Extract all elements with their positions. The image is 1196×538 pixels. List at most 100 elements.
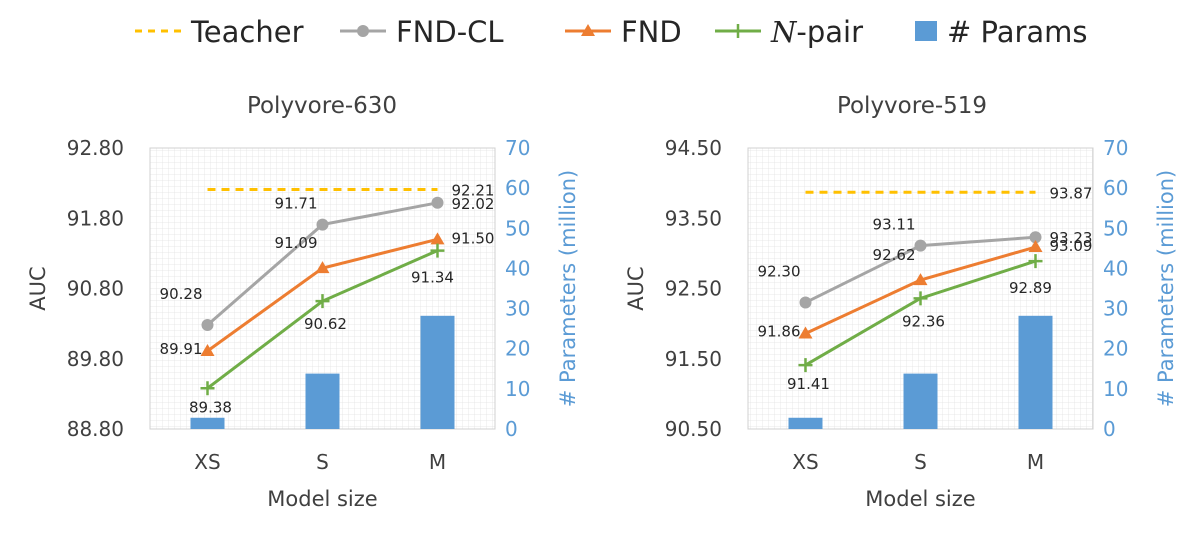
chart-title: Polyvore-630 [247,93,397,119]
x-tick-label: XS [194,450,220,474]
data-point-triangle [913,273,928,286]
data-label: 91.71 [275,195,318,213]
y-tick-label: 92.80 [67,136,124,160]
x-tick-label: S [914,450,927,474]
legend-item-fnd-cl: FND-CL [340,15,504,49]
data-label: 91.86 [758,322,801,340]
legend-label-rest: -pair [796,15,863,49]
y-tick-label: 94.50 [665,136,722,160]
legend-marker-plus [731,24,745,38]
x-tick-label: M [429,450,446,474]
data-label: 91.41 [787,375,830,393]
legend-item-n-pair: N-pair [715,15,863,49]
chart-panels: Polyvore-630 88.80 89.80 90.80 91.80 92.80 AUC… [26,93,1178,511]
data-point-circle [431,196,444,209]
legend-item--params: # Params [915,15,1088,49]
data-label: 91.09 [275,234,318,252]
legend-label: FND [621,15,682,49]
data-point-triangle [200,344,215,357]
data-label: 90.62 [304,315,347,333]
series-fnd: 91.86 92.62 93.09 [758,237,1093,340]
y-tick-label: 92.50 [665,277,722,301]
data-point-plus [430,243,445,258]
params-bar-m [1018,315,1053,429]
x-tick-label: XS [792,450,818,474]
data-label: 91.50 [452,229,495,247]
legend-label-italic: N [770,15,798,49]
series-teacher: 93.87 [805,184,1093,202]
series-fnd-cl: 92.30 93.11 93.23 [758,216,1093,309]
params-bar-m [420,315,455,429]
data-point-circle [914,239,927,252]
y2-tick-label: 10 [505,377,530,401]
y-axis-label: AUC [26,266,50,310]
x-axis-label: Model size [865,487,975,511]
y2-tick-label: 0 [505,417,518,441]
data-point-plus [315,294,330,309]
data-label: 90.28 [160,285,203,303]
data-point-triangle [430,232,445,245]
series-fnd-cl: 90.28 91.71 92.02 [160,195,495,332]
y-tick-label: 88.80 [67,417,124,441]
data-label: 92.21 [452,181,495,199]
y2-tick-label: 10 [1103,377,1128,401]
params-bar-xs [190,417,225,429]
y2-tick-label: 60 [1103,176,1128,200]
legend-label: # Params [947,15,1088,49]
y2-tick-label: 30 [505,297,530,321]
data-label: 91.34 [411,269,454,287]
x-axis-label: Model size [267,487,377,511]
legend-item-teacher: Teacher [135,15,304,49]
chart-title: Polyvore-519 [837,93,987,119]
data-point-circle [316,218,329,231]
y2-tick-label: 70 [505,136,530,160]
data-label: 89.91 [160,340,203,358]
y2-tick-label: 20 [1103,337,1128,361]
series-n-pair: 91.41 92.36 92.89 [787,254,1052,393]
data-point-circle [799,296,812,309]
data-label: 92.30 [758,263,801,281]
y2-axis-label: # Parameters (million) [556,170,580,407]
data-label: 89.38 [189,398,232,416]
params-bar-s [305,373,340,429]
y-tick-label: 89.80 [67,347,124,371]
legend-marker-triangle [581,24,595,36]
legend-label: FND-CL [396,15,504,49]
data-point-plus [798,358,813,373]
data-label: 93.11 [873,216,916,234]
y2-tick-label: 50 [505,216,530,240]
y-axis-label: AUC [624,266,648,310]
legend-label: N-pair [770,15,863,49]
data-label: 92.62 [873,246,916,264]
data-point-plus [913,291,928,306]
data-label: 93.87 [1050,184,1093,202]
data-label: 93.23 [1050,229,1093,247]
y2-tick-label: 30 [1103,297,1128,321]
data-point-triangle [1028,240,1043,253]
chart-panel-2: Polyvore-519 90.50 91.50 92.50 93.50 94.50 AUC… [624,93,1178,511]
series-teacher: 92.21 [207,181,495,199]
legend-label: Teacher [190,15,304,49]
chart-panel-1: Polyvore-630 88.80 89.80 90.80 91.80 92.80 AUC… [26,93,580,511]
y2-tick-label: 60 [505,176,530,200]
data-point-circle [1029,231,1042,244]
data-label: 92.02 [452,195,495,213]
params-bar-xs [788,417,823,429]
y2-tick-label: 70 [1103,136,1128,160]
data-label: 92.36 [902,312,945,330]
legend-swatch [915,21,937,41]
y-tick-label: 90.50 [665,417,722,441]
y2-tick-label: 40 [1103,256,1128,280]
y-tick-label: 93.50 [665,206,722,230]
data-label: 92.89 [1009,279,1052,297]
x-tick-label: M [1027,450,1044,474]
y-tick-label: 91.80 [67,206,124,230]
y2-tick-label: 20 [505,337,530,361]
x-tick-label: S [316,450,329,474]
data-point-plus [200,381,215,396]
data-point-triangle [315,261,330,274]
y2-tick-label: 50 [1103,216,1128,240]
y2-tick-label: 0 [1103,417,1116,441]
